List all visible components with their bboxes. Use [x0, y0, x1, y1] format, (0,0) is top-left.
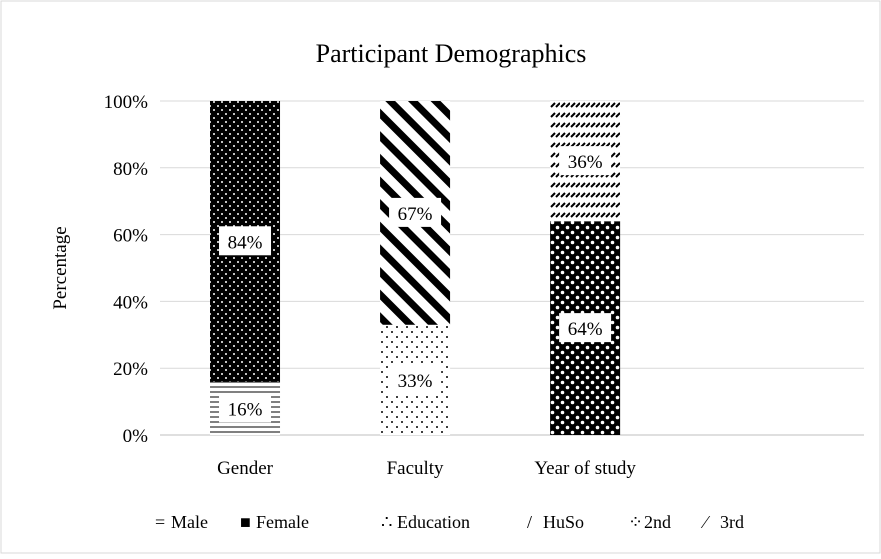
legend-entry: Male [171, 512, 208, 532]
data-label: 64% [568, 319, 603, 340]
y-tick-label: 0% [123, 426, 149, 447]
data-label: 84% [228, 232, 263, 253]
data-label-bg [219, 226, 272, 256]
data-label-bg [389, 197, 442, 227]
legend-symbol: ■ [240, 512, 251, 532]
data-label-bg [559, 146, 612, 176]
legend: = Male ■ Female ∴ Education / HuSo ⁘ 2nd ⁄ 3rd [155, 512, 744, 532]
x-tick-label: Gender [217, 458, 274, 479]
data-label-bg [559, 313, 612, 343]
legend-entry: 2nd [644, 512, 671, 532]
legend-entry: Female [256, 512, 309, 532]
y-tick-label: 20% [113, 359, 148, 380]
legend-symbol: = [155, 512, 165, 532]
y-tick-label: 100% [104, 92, 149, 113]
x-tick-label: Faculty [387, 458, 444, 479]
legend-symbol: ⁘ [628, 512, 643, 532]
y-tick-label: 40% [113, 292, 148, 313]
legend-entry: HuSo [543, 512, 584, 532]
data-label: 36% [568, 152, 603, 173]
legend-entry: 3rd [720, 512, 744, 532]
legend-symbol: ∴ [381, 512, 392, 532]
data-label-bg [389, 364, 442, 394]
y-tick-label: 80% [113, 159, 148, 180]
legend-symbol: ⁄ [700, 512, 711, 532]
y-axis-label: Percentage [50, 226, 71, 309]
x-tick-label: Year of study [534, 458, 636, 479]
y-tick-labels: 0% 20% 40% 60% 80% 100% [104, 92, 149, 447]
x-tick-labels: Gender Faculty Year of study [217, 458, 636, 479]
y-tick-label: 60% [113, 226, 148, 247]
data-label: 16% [228, 399, 263, 420]
data-label: 67% [398, 204, 433, 225]
legend-entry: Education [397, 512, 470, 532]
chart-title: Participant Demographics [316, 39, 587, 68]
data-label: 33% [398, 371, 433, 392]
legend-symbol: / [527, 512, 532, 532]
data-label-bg [219, 393, 272, 423]
data-labels: 16% 84% 33% 67% 64% 36% [219, 146, 612, 423]
